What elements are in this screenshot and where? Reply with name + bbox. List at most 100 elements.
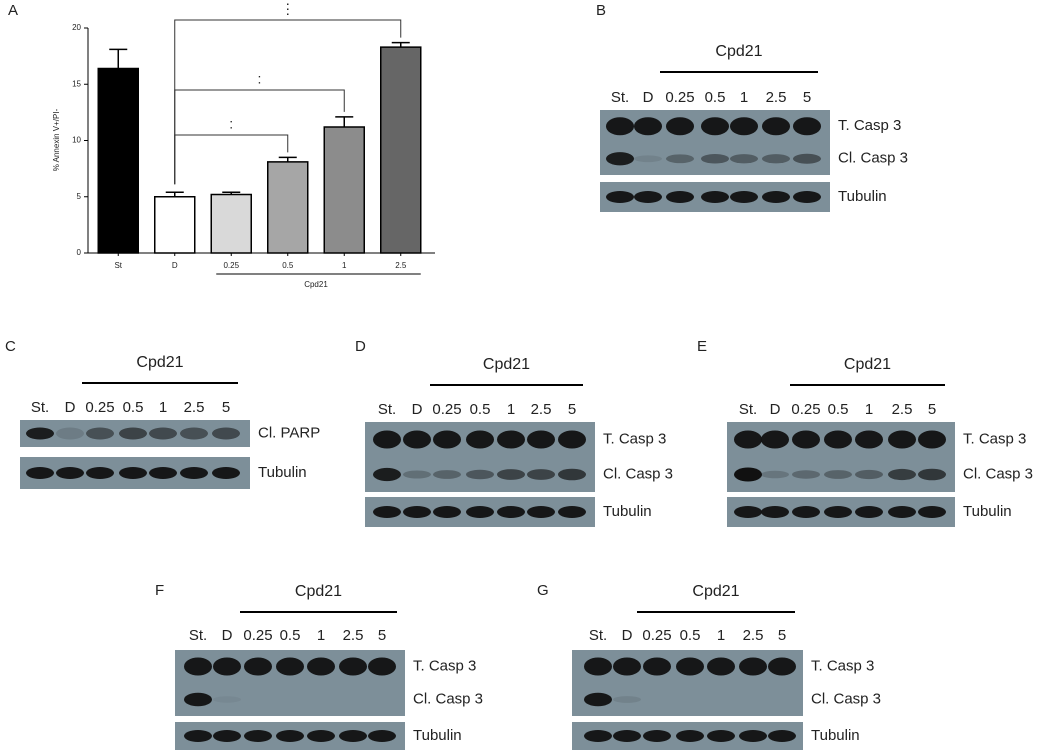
significance-bracket (174, 19, 402, 185)
band-label: T. Casp 3 (811, 657, 874, 674)
band (307, 657, 335, 676)
lane-label: D (622, 627, 633, 644)
lane-label: 1 (717, 627, 725, 644)
band (433, 470, 461, 479)
band (433, 506, 461, 518)
lane-label: 5 (222, 399, 230, 416)
lane-label: 5 (568, 401, 576, 418)
band (634, 117, 662, 136)
band (676, 730, 704, 742)
band (761, 430, 789, 449)
band (761, 506, 789, 518)
lane-label: 0.5 (280, 627, 301, 644)
bar (154, 196, 196, 254)
band-label: T. Casp 3 (413, 657, 476, 674)
band (606, 191, 634, 203)
lane-label: St. (378, 401, 396, 418)
band (762, 191, 790, 203)
band (634, 191, 662, 203)
y-axis-label: % Annexin V+/PI- (52, 108, 61, 171)
lane-label: D (412, 401, 423, 418)
lane-label: 0.5 (680, 627, 701, 644)
band (558, 430, 586, 449)
lane-label: 1 (507, 401, 515, 418)
group-label: Cpd21 (692, 583, 739, 600)
lane-label: 0.5 (705, 89, 726, 106)
band (403, 430, 431, 449)
lane-label: 0.25 (432, 401, 461, 418)
band-label: Cl. Casp 3 (963, 465, 1033, 482)
lane-label: 2.5 (184, 399, 205, 416)
band (888, 430, 916, 449)
band (634, 155, 662, 163)
band (466, 430, 494, 449)
band (888, 468, 916, 481)
band (701, 153, 729, 164)
lane-label: 2.5 (343, 627, 364, 644)
bar (380, 46, 422, 254)
band (466, 506, 494, 518)
lane-label: 0.25 (243, 627, 272, 644)
band (701, 117, 729, 136)
band (307, 730, 335, 742)
band (86, 467, 114, 479)
band (701, 191, 729, 203)
significance-label: : (229, 116, 233, 132)
band (368, 730, 396, 742)
band-label: Cl. Casp 3 (413, 690, 483, 707)
band (643, 730, 671, 742)
band (613, 730, 641, 742)
x-tick-label: 0.5 (282, 261, 294, 270)
bar (323, 126, 365, 254)
band (86, 427, 114, 440)
y-tick-label: 15 (72, 79, 81, 88)
band (149, 467, 177, 479)
lane-label: 1 (159, 399, 167, 416)
band (558, 468, 586, 481)
band (762, 117, 790, 136)
band-label: Tubulin (413, 727, 462, 744)
lane-label: D (770, 401, 781, 418)
lane-label: 5 (778, 627, 786, 644)
band (212, 427, 240, 440)
band (768, 657, 796, 676)
band (558, 506, 586, 518)
band (497, 506, 525, 518)
band (793, 153, 821, 164)
band-label: Tubulin (963, 503, 1012, 520)
band (762, 154, 790, 164)
lane-label: St. (589, 627, 607, 644)
band (149, 427, 177, 440)
band (855, 506, 883, 518)
band (26, 427, 54, 440)
band (730, 191, 758, 203)
band (739, 657, 767, 676)
lane-label: 0.25 (665, 89, 694, 106)
band-label: Tubulin (258, 464, 307, 481)
band (212, 467, 240, 479)
panel-label: F (155, 582, 164, 599)
band (855, 430, 883, 449)
band (373, 467, 401, 482)
band (824, 506, 852, 518)
group-label: Cpd21 (483, 356, 530, 373)
x-tick-label: 2.5 (395, 261, 407, 270)
lane-label: 0.5 (470, 401, 491, 418)
lane-label: 1 (317, 627, 325, 644)
band (213, 657, 241, 676)
bar (210, 193, 252, 254)
lane-label: 0.5 (828, 401, 849, 418)
band (666, 191, 694, 203)
lane-label: St. (31, 399, 49, 416)
band-label: T. Casp 3 (603, 430, 666, 447)
lane-label: D (65, 399, 76, 416)
group-label: Cpd21 (304, 280, 328, 289)
band (730, 154, 758, 164)
band (56, 467, 84, 479)
x-tick-label: St (114, 261, 122, 270)
band (584, 730, 612, 742)
band-label: Tubulin (603, 503, 652, 520)
band-label: Cl. Casp 3 (811, 690, 881, 707)
panel-label: A (8, 2, 18, 19)
lane-label: St. (739, 401, 757, 418)
